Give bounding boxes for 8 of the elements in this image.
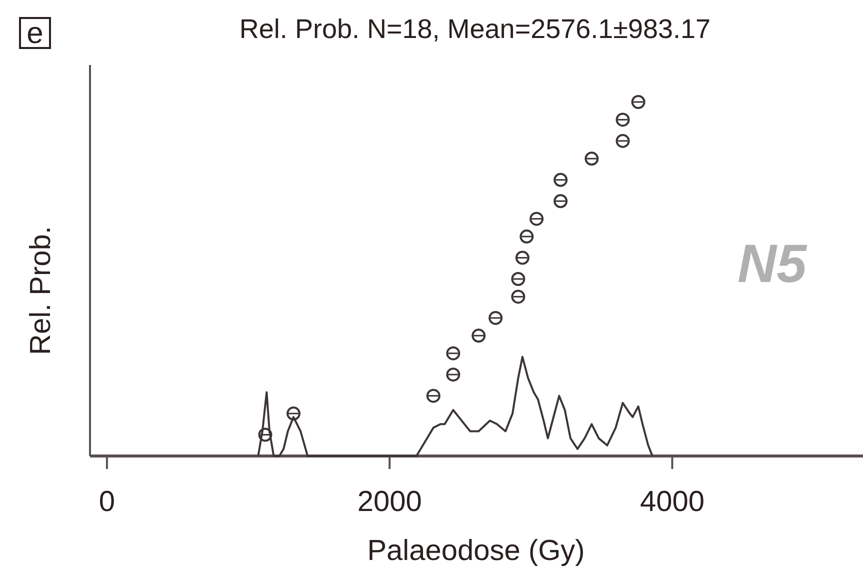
x-tick-label: 0 <box>98 486 116 518</box>
x-tick-label: 2000 <box>357 486 422 518</box>
x-axis-title: Palaeodose (Gy) <box>367 535 585 567</box>
y-axis-title: Rel. Prob. <box>25 226 57 355</box>
annotation: N5 <box>737 234 808 294</box>
chart-title: Rel. Prob. N=18, Mean=2576.1±983.17 <box>239 14 711 44</box>
x-tick-label: 4000 <box>640 486 704 518</box>
text: e <box>26 17 44 50</box>
